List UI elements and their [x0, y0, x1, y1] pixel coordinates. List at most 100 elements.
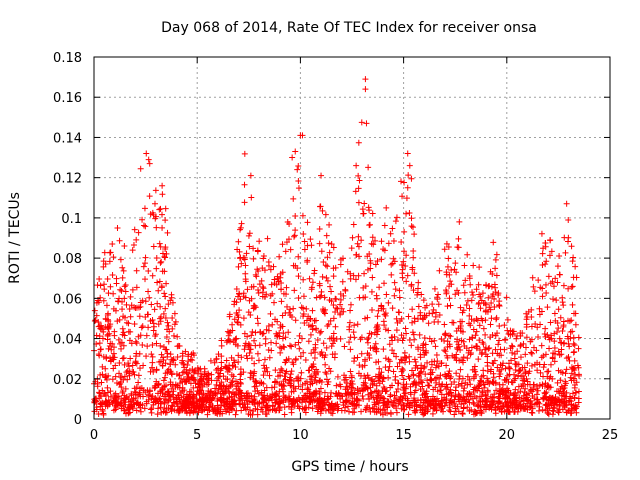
roti-point — [287, 371, 294, 378]
roti-point — [409, 367, 416, 374]
roti-point — [331, 354, 338, 361]
roti-point — [143, 353, 150, 360]
roti-point — [214, 398, 221, 405]
roti-point — [482, 331, 489, 338]
roti-point — [533, 383, 540, 390]
roti-point — [572, 310, 579, 317]
roti-point — [244, 390, 251, 397]
roti-point — [121, 295, 128, 302]
roti-point — [422, 371, 429, 378]
roti-point — [522, 406, 529, 413]
roti-point — [389, 347, 396, 354]
roti-point — [100, 328, 107, 335]
roti-point — [276, 253, 283, 260]
roti-point — [243, 390, 250, 397]
roti-point — [321, 294, 328, 301]
roti-point — [260, 255, 267, 262]
roti-point — [224, 398, 231, 405]
roti-point — [446, 341, 453, 348]
roti-point — [374, 392, 381, 399]
roti-point — [572, 263, 579, 270]
x-tick-label: 20 — [499, 428, 516, 443]
roti-point — [330, 244, 337, 251]
roti-point — [390, 237, 397, 244]
roti-point — [169, 315, 176, 322]
roti-point — [133, 360, 140, 367]
roti-point — [236, 307, 243, 314]
roti-point — [382, 388, 389, 395]
roti-point — [362, 380, 369, 387]
roti-point — [449, 352, 456, 359]
roti-point — [480, 367, 487, 374]
roti-point — [517, 329, 524, 336]
roti-point — [376, 284, 383, 291]
roti-point — [141, 205, 148, 212]
roti-point — [273, 340, 280, 347]
roti-point — [460, 282, 467, 289]
roti-point — [113, 399, 120, 406]
roti-point — [266, 372, 273, 379]
roti-point — [402, 262, 409, 269]
roti-point — [94, 282, 101, 289]
roti-point — [441, 321, 448, 328]
roti-point — [174, 403, 181, 410]
roti-point — [322, 361, 329, 368]
roti-point — [173, 398, 180, 405]
roti-point — [405, 172, 412, 179]
roti-point — [259, 265, 266, 272]
roti-point — [511, 409, 518, 416]
roti-point — [303, 378, 310, 385]
roti-point — [105, 326, 112, 333]
roti-point — [223, 357, 230, 364]
roti-point — [444, 263, 451, 270]
roti-point — [368, 389, 375, 396]
roti-point — [539, 381, 546, 388]
roti-point — [562, 249, 569, 256]
roti-point — [534, 324, 541, 331]
roti-point — [416, 380, 423, 387]
roti-point — [274, 273, 281, 280]
roti-point — [429, 301, 436, 308]
roti-point — [368, 288, 375, 295]
roti-point — [247, 172, 254, 179]
roti-point — [104, 389, 111, 396]
roti-point — [517, 388, 524, 395]
roti-point — [95, 319, 102, 326]
roti-point — [520, 372, 527, 379]
roti-point — [110, 290, 117, 297]
roti-point — [106, 258, 113, 265]
roti-point — [179, 388, 186, 395]
roti-point — [280, 330, 287, 337]
roti-point — [505, 408, 512, 415]
roti-point — [410, 331, 417, 338]
roti-point — [408, 283, 415, 290]
roti-point — [218, 359, 225, 366]
roti-point — [457, 366, 464, 373]
roti-point — [441, 331, 448, 338]
roti-point — [241, 346, 248, 353]
roti-point — [465, 347, 472, 354]
roti-point — [150, 243, 157, 250]
roti-point — [481, 384, 488, 391]
roti-point — [389, 225, 396, 232]
roti-point — [290, 377, 297, 384]
roti-point — [114, 225, 121, 232]
roti-point — [387, 384, 394, 391]
roti-point — [139, 216, 146, 223]
roti-point — [328, 389, 335, 396]
roti-point — [478, 378, 485, 385]
roti-point — [200, 398, 207, 405]
roti-point — [481, 381, 488, 388]
roti-point — [444, 338, 451, 345]
roti-point — [182, 408, 189, 415]
roti-point — [123, 319, 130, 326]
roti-point — [327, 283, 334, 290]
roti-point — [178, 394, 185, 401]
roti-point — [215, 386, 222, 393]
roti-point — [528, 336, 535, 343]
roti-point — [554, 263, 561, 270]
roti-point — [146, 160, 153, 167]
roti-point — [491, 391, 498, 398]
roti-point — [528, 350, 535, 357]
roti-point — [329, 340, 336, 347]
